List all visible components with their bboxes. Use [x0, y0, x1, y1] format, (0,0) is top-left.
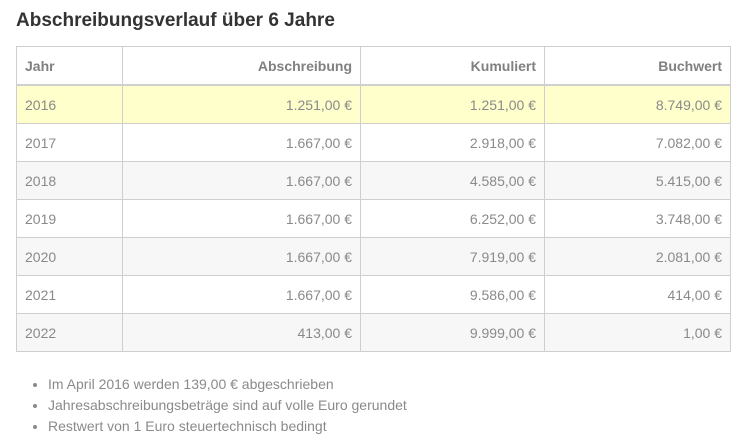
cell-jahr: 2021 — [16, 275, 123, 314]
cell-buchwert: 414,00 € — [544, 275, 731, 314]
header-jahr: Jahr — [16, 46, 123, 86]
table-row: 2016 1.251,00 € 1.251,00 € 8.749,00 € — [16, 84, 731, 124]
cell-buchwert: 5.415,00 € — [544, 161, 731, 200]
cell-kumuliert: 1.251,00 € — [360, 84, 545, 124]
cell-jahr: 2019 — [16, 199, 123, 238]
cell-abschreibung: 1.251,00 € — [122, 84, 361, 124]
cell-jahr: 2020 — [16, 237, 123, 276]
note-item: Restwert von 1 Euro steuertechnisch bedi… — [48, 416, 745, 437]
cell-abschreibung: 1.667,00 € — [122, 237, 361, 276]
cell-abschreibung: 1.667,00 € — [122, 275, 361, 314]
table-header-row: Jahr Abschreibung Kumuliert Buchwert — [16, 46, 731, 86]
cell-kumuliert: 4.585,00 € — [360, 161, 545, 200]
cell-jahr: 2022 — [16, 313, 123, 352]
table-row: 2020 1.667,00 € 7.919,00 € 2.081,00 € — [16, 237, 731, 276]
cell-buchwert: 3.748,00 € — [544, 199, 731, 238]
cell-abschreibung: 413,00 € — [122, 313, 361, 352]
header-buchwert: Buchwert — [544, 46, 731, 86]
cell-abschreibung: 1.667,00 € — [122, 161, 361, 200]
cell-kumuliert: 9.999,00 € — [360, 313, 545, 352]
note-item: Jahresabschreibungsbeträge sind auf voll… — [48, 395, 745, 416]
table-row: 2018 1.667,00 € 4.585,00 € 5.415,00 € — [16, 161, 731, 200]
table-row: 2021 1.667,00 € 9.586,00 € 414,00 € — [16, 275, 731, 314]
cell-kumuliert: 7.919,00 € — [360, 237, 545, 276]
cell-kumuliert: 2.918,00 € — [360, 123, 545, 162]
cell-jahr: 2016 — [16, 84, 123, 124]
cell-jahr: 2017 — [16, 123, 123, 162]
cell-buchwert: 2.081,00 € — [544, 237, 731, 276]
page-title: Abschreibungsverlauf über 6 Jahre — [16, 10, 335, 31]
depreciation-table: Jahr Abschreibung Kumuliert Buchwert 201… — [16, 46, 731, 352]
cell-buchwert: 8.749,00 € — [544, 84, 731, 124]
cell-buchwert: 7.082,00 € — [544, 123, 731, 162]
cell-abschreibung: 1.667,00 € — [122, 199, 361, 238]
notes-list: Im April 2016 werden 139,00 € abgeschrie… — [16, 374, 745, 437]
cell-abschreibung: 1.667,00 € — [122, 123, 361, 162]
cell-jahr: 2018 — [16, 161, 123, 200]
cell-buchwert: 1,00 € — [544, 313, 731, 352]
cell-kumuliert: 9.586,00 € — [360, 275, 545, 314]
table-row: 2022 413,00 € 9.999,00 € 1,00 € — [16, 313, 731, 352]
table-row: 2017 1.667,00 € 2.918,00 € 7.082,00 € — [16, 123, 731, 162]
header-abschreibung: Abschreibung — [122, 46, 361, 86]
note-item: Im April 2016 werden 139,00 € abgeschrie… — [48, 374, 745, 395]
table-row: 2019 1.667,00 € 6.252,00 € 3.748,00 € — [16, 199, 731, 238]
header-kumuliert: Kumuliert — [360, 46, 545, 86]
cell-kumuliert: 6.252,00 € — [360, 199, 545, 238]
